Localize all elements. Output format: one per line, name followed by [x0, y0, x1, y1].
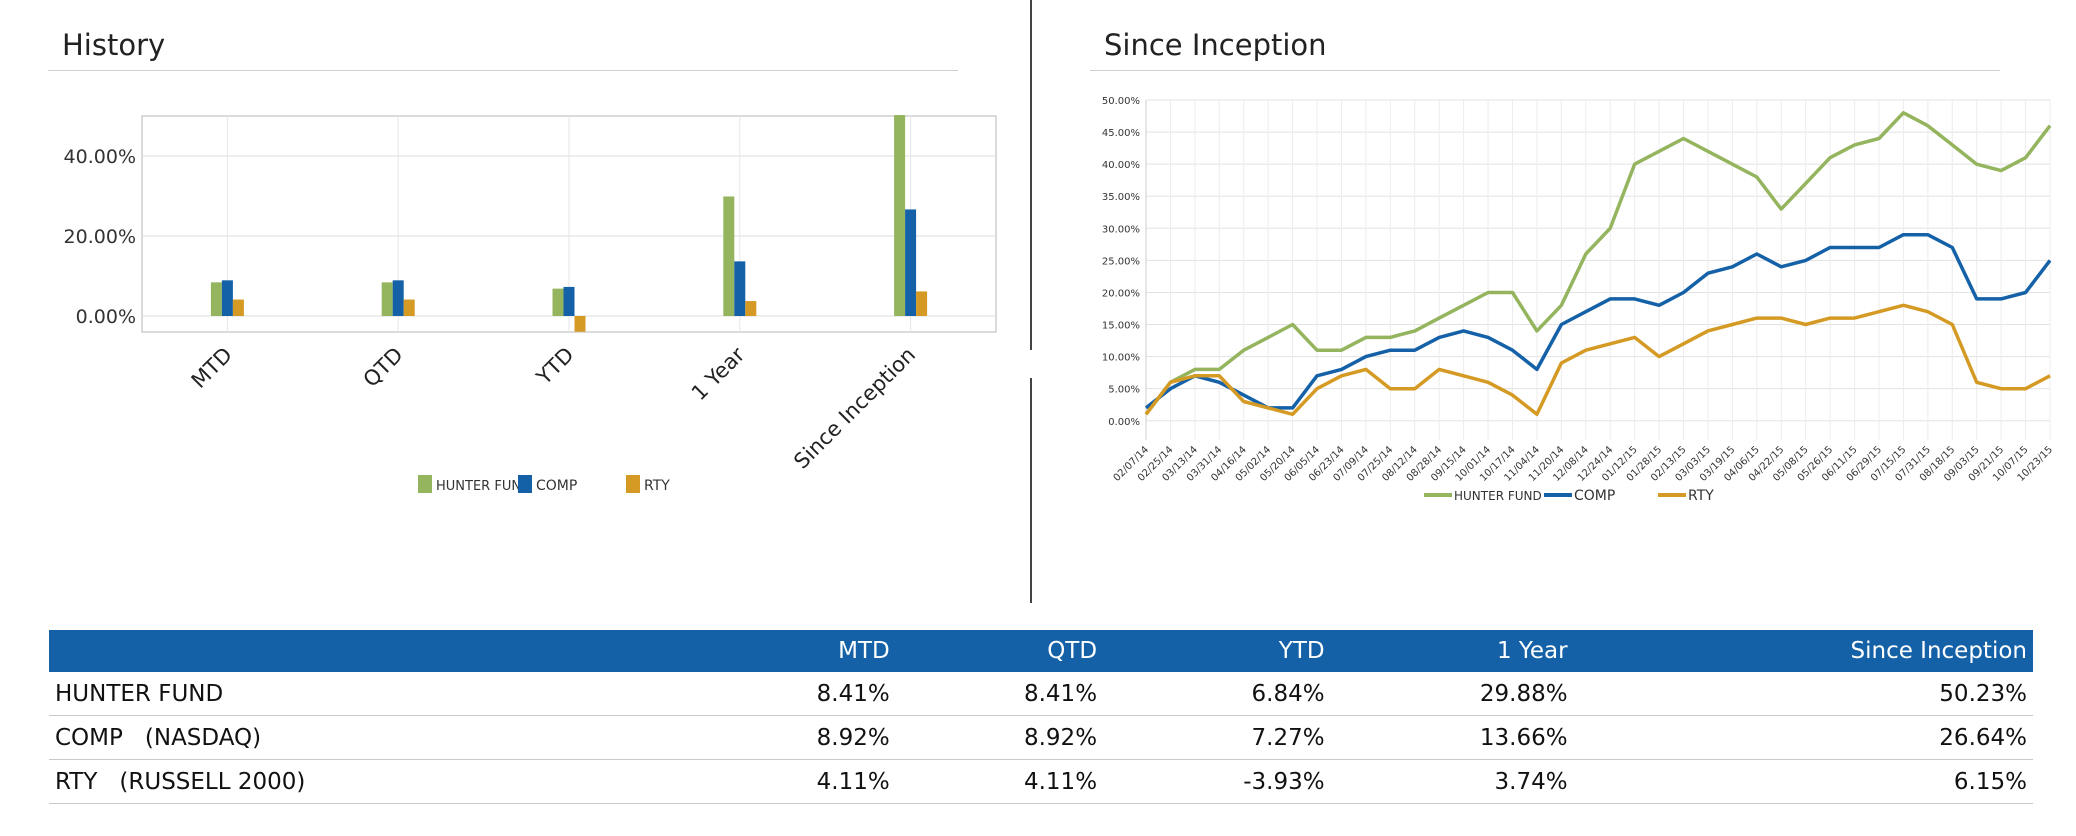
bar — [916, 291, 928, 316]
y-tick-label: 30.00% — [1102, 224, 1140, 235]
header-since-inception: Since Inception — [1573, 630, 2033, 672]
cell-1-year: 29.88% — [1330, 672, 1574, 716]
bar — [381, 282, 393, 316]
table-row: COMP (NASDAQ) 8.92% 8.92% 7.27% 13.66% 26… — [49, 715, 2033, 760]
table-row: HUNTER FUND 8.41% 8.41% 6.84% 29.88% 50.… — [49, 672, 2033, 716]
panel-divider — [1030, 0, 1032, 350]
legend-label: COMP — [536, 478, 577, 494]
row-label: HUNTER FUND — [55, 680, 224, 707]
bar — [221, 280, 233, 316]
cell-ytd: 7.27% — [1103, 715, 1331, 760]
bar — [552, 288, 564, 316]
cell-1-year: 3.74% — [1330, 759, 1574, 804]
table-header-row: MTD QTD YTD 1 Year Since Inception — [49, 630, 2033, 672]
header-mtd: MTD — [688, 630, 896, 672]
cell-qtd: 4.11% — [895, 759, 1104, 804]
bar — [574, 316, 586, 332]
series-line — [1144, 303, 2051, 417]
y-tick-label: 15.00% — [1102, 321, 1140, 332]
row-sublabel: (NASDAQ) — [144, 724, 262, 751]
series-line — [1144, 111, 2052, 416]
cell-mtd: 4.11% — [688, 759, 896, 804]
y-tick-label: 40.00% — [1102, 160, 1140, 171]
legend-swatch — [518, 475, 532, 493]
header-ytd: YTD — [1103, 630, 1331, 672]
bar — [210, 282, 222, 316]
row-sublabel: (RUSSELL 2000) — [119, 768, 306, 795]
y-tick-label: 0.00% — [76, 306, 136, 328]
series-line — [1144, 232, 2052, 410]
cell-mtd: 8.92% — [688, 715, 896, 760]
since-inception-title: Since Inception — [1104, 28, 1327, 62]
y-tick-label: 20.00% — [1102, 288, 1140, 299]
cell-1-year: 13.66% — [1330, 715, 1574, 760]
y-tick-label: 10.00% — [1102, 353, 1140, 364]
legend-swatch — [418, 475, 432, 493]
y-tick-label: 5.00% — [1108, 385, 1140, 396]
row-name: RTY (RUSSELL 2000) — [49, 759, 689, 804]
y-tick-label: 25.00% — [1102, 256, 1140, 267]
bar — [905, 209, 917, 316]
bar — [563, 286, 575, 316]
bar — [894, 115, 906, 316]
bar — [723, 196, 735, 316]
bar — [734, 261, 746, 316]
header-qtd: QTD — [895, 630, 1104, 672]
header-1-year: 1 Year — [1330, 630, 1574, 672]
history-title: History — [62, 28, 166, 62]
y-tick-label: 0.00% — [1108, 417, 1140, 428]
cell-qtd: 8.41% — [895, 672, 1104, 716]
cell-since-inception: 6.15% — [1573, 759, 2033, 804]
performance-table: MTD QTD YTD 1 Year Since Inception HUNTE… — [49, 630, 2033, 804]
legend-label: RTY — [1688, 488, 1714, 504]
cell-ytd: 6.84% — [1103, 672, 1331, 716]
row-name: COMP (NASDAQ) — [49, 715, 689, 760]
bar — [403, 299, 415, 316]
legend-label: RTY — [644, 478, 670, 494]
y-tick-label: 20.00% — [64, 226, 136, 248]
cell-since-inception: 50.23% — [1573, 672, 2033, 716]
row-name: HUNTER FUND — [49, 672, 689, 716]
since-inception-line-chart: 0.00% 5.00% 10.00% 15.00% 20.00% 25.00% 30.00%… — [1102, 96, 2055, 504]
cell-since-inception: 26.64% — [1573, 715, 2033, 760]
table-row: RTY (RUSSELL 2000) 4.11% 4.11% -3.93% 3.7… — [49, 759, 2033, 804]
bar — [232, 299, 244, 316]
y-tick-label: 35.00% — [1102, 192, 1140, 203]
panel-divider-lower — [1030, 378, 1032, 603]
cell-mtd: 8.41% — [688, 672, 896, 716]
header-name — [49, 630, 689, 672]
legend-label: HUNTER FUND — [1454, 489, 1542, 503]
y-tick-label: 40.00% — [64, 146, 136, 168]
legend-label: HUNTER FUND — [436, 479, 531, 494]
bar — [392, 280, 404, 316]
y-tick-label: 50.00% — [1102, 96, 1140, 107]
legend-swatch — [626, 475, 640, 493]
history-bar-chart: 0.00%20.00%40.00%MTD QTD YTD 1 Year Since In… — [64, 115, 997, 494]
legend-label: COMP — [1574, 488, 1615, 504]
row-label: RTY — [55, 768, 98, 795]
row-label: COMP — [55, 724, 123, 751]
y-tick-label: 45.00% — [1102, 128, 1140, 139]
cell-qtd: 8.92% — [895, 715, 1104, 760]
bar — [745, 301, 757, 316]
cell-ytd: -3.93% — [1103, 759, 1331, 804]
history-title-rule — [48, 70, 958, 71]
since-inception-title-rule — [1090, 70, 2000, 71]
